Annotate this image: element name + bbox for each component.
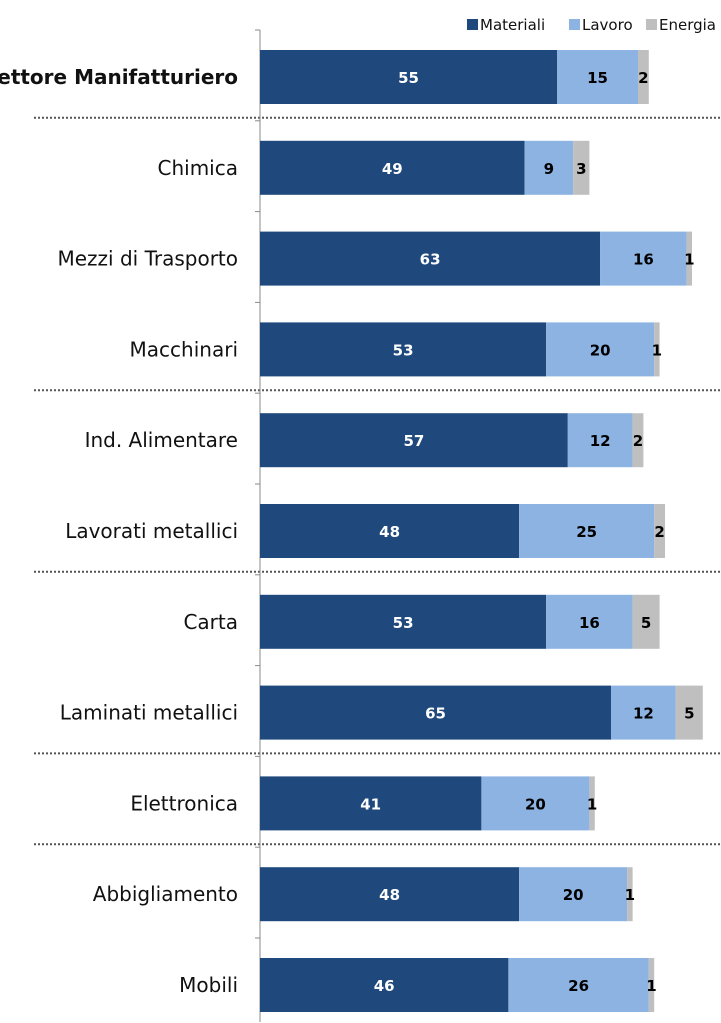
data-label-lavoro-settore-manifatturiero: 15 [587, 69, 608, 87]
bar-materiali-carta [260, 594, 547, 649]
bar-materiali-lavorati-metallici [260, 504, 520, 558]
data-label-materiali-abbigliamento: 48 [379, 886, 400, 904]
legend-label-energia: Energia [659, 16, 716, 34]
data-label-lavoro-carta: 16 [579, 614, 600, 632]
bar-materiali-abbigliamento [260, 867, 520, 922]
bar-materiali-mobili [260, 958, 509, 1012]
data-label-energia-macchinari: 1 [652, 341, 662, 359]
category-label-carta: Carta [183, 610, 238, 634]
data-label-materiali-mobili: 46 [374, 977, 395, 995]
category-label-lavorati-metallici: Lavorati metallici [65, 519, 238, 543]
bar-lavoro-elettronica [481, 776, 590, 831]
data-label-materiali-ind-alimentare: 57 [403, 432, 424, 450]
category-label-macchinari: Macchinari [130, 337, 238, 361]
bar-energia-carta [632, 594, 660, 649]
data-label-energia-elettronica: 1 [587, 795, 597, 813]
bar-energia-ind-alimentare [632, 413, 644, 468]
bar-lavoro-carta [546, 594, 633, 649]
category-label-chimica: Chimica [158, 156, 239, 180]
bar-energia-elettronica [589, 776, 595, 831]
data-label-lavoro-mezzi-di-trasporto: 16 [633, 251, 654, 269]
category-label-ind-alimentare: Ind. Alimentare [85, 428, 238, 452]
data-label-materiali-chimica: 49 [382, 160, 403, 178]
bar-materiali-settore-manifatturiero [260, 50, 557, 104]
bar-materiali-ind-alimentare [260, 413, 568, 468]
data-label-lavoro-laminati-metallici: 12 [633, 705, 654, 723]
category-label-abbigliamento: Abbigliamento [93, 882, 238, 906]
bar-energia-mobili [648, 958, 655, 1012]
bar-energia-laminati-metallici [675, 685, 703, 740]
category-label-settore-manifatturiero: Settore Manifatturiero [0, 65, 238, 89]
data-label-materiali-settore-manifatturiero: 55 [398, 69, 419, 87]
bar-energia-lavorati-metallici [654, 504, 665, 558]
chart-legend: Materiali Lavoro Energia [467, 16, 716, 34]
data-label-energia-chimica: 3 [576, 160, 586, 178]
data-label-lavoro-abbigliamento: 20 [563, 886, 584, 904]
legend-label-materiali: Materiali [480, 16, 545, 34]
bar-energia-settore-manifatturiero [638, 50, 649, 104]
legend-swatch-energia [646, 19, 657, 30]
bar-materiali-laminati-metallici [260, 685, 611, 740]
data-label-energia-settore-manifatturiero: 2 [638, 69, 648, 87]
data-label-energia-ind-alimentare: 2 [633, 432, 643, 450]
data-label-lavoro-lavorati-metallici: 25 [576, 523, 597, 541]
bar-energia-macchinari [654, 322, 660, 377]
data-label-lavoro-chimica: 9 [544, 160, 554, 178]
bar-series: 55 15 249 9 363 16 153 20 157 12 248 25 253 16 565 12 54… [260, 50, 703, 1012]
data-label-materiali-carta: 53 [393, 614, 414, 632]
bar-materiali-macchinari [260, 322, 547, 377]
bar-energia-abbigliamento [627, 867, 633, 922]
bar-lavoro-chimica [524, 140, 574, 195]
data-label-energia-carta: 5 [641, 614, 651, 632]
data-label-materiali-elettronica: 41 [360, 795, 381, 813]
category-label-mezzi-di-trasporto: Mezzi di Trasporto [58, 247, 239, 271]
legend-swatch-materiali [467, 19, 478, 30]
bar-lavoro-laminati-metallici [611, 685, 676, 740]
data-label-energia-abbigliamento: 1 [625, 886, 635, 904]
bar-materiali-chimica [260, 140, 525, 195]
data-label-energia-laminati-metallici: 5 [684, 705, 694, 723]
data-label-lavoro-elettronica: 20 [525, 795, 546, 813]
data-label-lavoro-macchinari: 20 [590, 341, 611, 359]
data-label-energia-mezzi-di-trasporto: 1 [684, 251, 694, 269]
data-label-lavoro-ind-alimentare: 12 [590, 432, 611, 450]
bar-materiali-elettronica [260, 776, 482, 831]
bar-materiali-mezzi-di-trasporto [260, 231, 601, 286]
bar-lavoro-ind-alimentare [567, 413, 633, 468]
legend-swatch-lavoro [569, 19, 580, 30]
data-label-materiali-mezzi-di-trasporto: 63 [420, 251, 441, 269]
data-label-materiali-lavorati-metallici: 48 [379, 523, 400, 541]
data-label-energia-mobili: 1 [646, 977, 656, 995]
bar-energia-chimica [573, 140, 590, 195]
category-labels: Settore Manifatturiero Chimica Mezzi di Tr… [0, 65, 238, 997]
category-label-elettronica: Elettronica [130, 791, 238, 815]
bar-energia-mezzi-di-trasporto [686, 231, 692, 286]
data-label-materiali-macchinari: 53 [393, 341, 414, 359]
category-label-mobili: Mobili [179, 973, 238, 997]
data-label-lavoro-mobili: 26 [568, 977, 589, 995]
legend-label-lavoro: Lavoro [582, 16, 633, 34]
bar-lavoro-macchinari [546, 322, 655, 377]
bar-lavoro-settore-manifatturiero [557, 50, 638, 104]
bar-lavoro-abbigliamento [519, 867, 628, 922]
bar-lavoro-mobili [508, 958, 649, 1012]
data-label-energia-lavorati-metallici: 2 [654, 523, 664, 541]
group-separators [34, 116, 721, 846]
category-axis [255, 29, 261, 1022]
category-label-laminati-metallici: Laminati metallici [60, 701, 238, 725]
bar-lavoro-lavorati-metallici [519, 504, 655, 558]
bar-lavoro-mezzi-di-trasporto [600, 231, 687, 286]
data-label-materiali-laminati-metallici: 65 [425, 705, 446, 723]
